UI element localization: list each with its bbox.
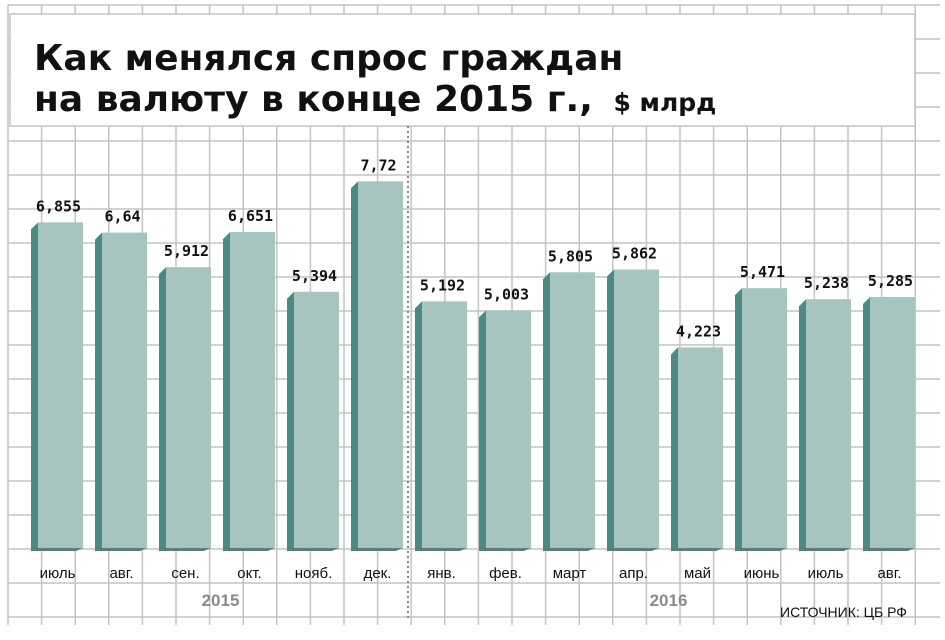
value-label: 7,72	[360, 156, 396, 174]
bar-side	[479, 310, 486, 548]
value-label: 5,394	[292, 267, 337, 285]
category-label: авг.	[109, 565, 133, 582]
bar-side	[607, 269, 614, 548]
bar	[486, 310, 531, 548]
value-label: 6,651	[228, 207, 273, 225]
bar	[422, 301, 467, 548]
year-label: 2015	[202, 591, 240, 610]
bars	[31, 181, 915, 551]
bar-base	[287, 548, 339, 551]
value-label: 6,64	[104, 208, 140, 226]
value-label: 5,285	[868, 272, 913, 290]
category-label: сен.	[171, 565, 199, 582]
bar-base	[479, 548, 531, 551]
bar-side	[863, 296, 870, 548]
value-label: 5,805	[548, 247, 593, 265]
bar-side	[543, 272, 550, 548]
bar	[614, 269, 659, 548]
bar-side	[95, 232, 102, 548]
bar	[358, 181, 403, 549]
bar-base	[223, 548, 275, 551]
category-label: дек.	[364, 565, 392, 582]
bar-base	[351, 548, 403, 551]
bar-side	[287, 291, 294, 548]
bar-side	[799, 299, 806, 548]
category-label: июнь	[744, 565, 780, 582]
value-label: 5,862	[612, 245, 657, 263]
bar	[742, 288, 787, 548]
category-label: июль	[808, 565, 844, 582]
bar-side	[415, 301, 422, 548]
category-label: нояб.	[295, 565, 333, 582]
value-label: 6,855	[36, 197, 81, 215]
chart-title-line-1: Как менялся спрос граждан	[34, 38, 623, 79]
bar-side	[735, 288, 742, 548]
bar-base	[95, 548, 147, 551]
bar	[806, 299, 851, 548]
bar-side	[159, 267, 166, 548]
value-label: 5,912	[164, 242, 209, 260]
category-label: фев.	[489, 565, 522, 582]
category-label: март	[553, 565, 587, 582]
bar-base	[543, 548, 595, 551]
bar	[230, 232, 275, 548]
bar-side	[223, 232, 230, 548]
category-label: авг.	[877, 565, 901, 582]
labels: 6,855 июль 6,64 авг. 5,912 сен. 6,651 окт. 5,394…	[36, 156, 913, 610]
bar	[678, 347, 723, 548]
bar-base	[415, 548, 467, 551]
category-label: май	[684, 565, 711, 582]
chart-unit-label: $ млрд	[613, 88, 716, 117]
bar-side	[671, 347, 678, 548]
category-label: июль	[40, 565, 76, 582]
bar-base	[159, 548, 211, 551]
bar	[870, 296, 915, 548]
bar	[166, 267, 211, 548]
bar-base	[799, 548, 851, 551]
bar-base	[671, 548, 723, 551]
bar	[38, 222, 83, 548]
bar-base	[735, 548, 787, 551]
bar-base	[607, 548, 659, 551]
chart-title-line-2-text: на валюту в конце 2015 г.,	[34, 79, 593, 120]
chart-title-line-2: на валюту в конце 2015 г., $ млрд	[34, 79, 716, 120]
category-label: окт.	[237, 565, 261, 582]
value-label: 5,192	[420, 276, 465, 294]
value-label: 4,223	[676, 322, 721, 340]
title-box	[9, 13, 916, 127]
bar	[102, 232, 147, 548]
category-label: янв.	[427, 565, 456, 582]
bar-base	[863, 548, 915, 551]
year-label: 2016	[650, 591, 688, 610]
source-note: ИСТОЧНИК: ЦБ РФ	[780, 604, 907, 620]
bar-side	[31, 222, 38, 548]
value-label: 5,003	[484, 285, 529, 303]
bar	[550, 272, 595, 548]
bar-base	[31, 548, 83, 551]
category-label: апр.	[619, 565, 648, 582]
bar	[294, 291, 339, 548]
bar-side	[351, 181, 358, 549]
value-label: 5,238	[804, 274, 849, 292]
value-label: 5,471	[740, 263, 785, 281]
